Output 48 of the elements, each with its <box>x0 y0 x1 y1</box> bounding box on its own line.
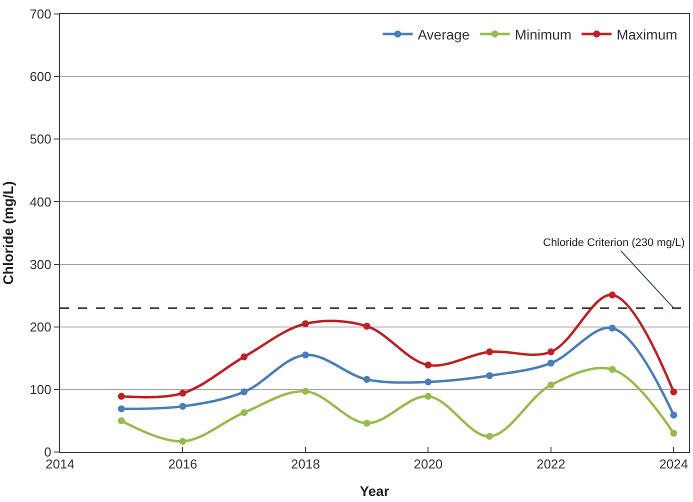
point <box>608 324 616 332</box>
point <box>302 388 309 395</box>
ref-line-label: Chloride Criterion (230 mg/L) <box>543 237 685 249</box>
point <box>424 378 432 386</box>
legend-label: Average <box>418 26 470 42</box>
point <box>363 322 370 330</box>
x-tick-label: 2018 <box>291 456 320 472</box>
point <box>608 291 616 298</box>
point <box>179 402 186 410</box>
point <box>179 390 186 397</box>
point <box>118 405 125 412</box>
y-tick-label: 400 <box>30 194 52 210</box>
point <box>670 412 678 419</box>
point <box>240 409 248 416</box>
point <box>302 320 309 328</box>
legend-label: Minimum <box>514 26 572 42</box>
y-tick-label: 200 <box>30 319 52 334</box>
point <box>118 417 125 424</box>
y-tick-label: 700 <box>30 6 52 22</box>
x-tick-label: 2016 <box>168 456 198 472</box>
y-tick-label: 600 <box>30 69 52 84</box>
point <box>118 392 125 400</box>
point <box>240 353 248 360</box>
y-tick-label: 100 <box>30 382 52 397</box>
point <box>608 366 616 373</box>
point <box>363 420 370 427</box>
y-tick-label: 300 <box>30 256 52 272</box>
y-axis-title: Chloride (mg/L) <box>0 181 16 285</box>
point <box>547 360 554 367</box>
point <box>240 388 248 396</box>
point <box>179 438 186 445</box>
point <box>670 388 678 396</box>
point <box>670 430 678 437</box>
x-axis-title: Year <box>360 482 390 499</box>
point <box>547 348 554 356</box>
point <box>424 362 432 369</box>
point <box>363 376 370 383</box>
x-tick-label: 2024 <box>659 456 688 472</box>
point <box>547 382 554 389</box>
point <box>486 372 494 380</box>
point <box>302 352 309 359</box>
y-tick-label: 500 <box>30 132 52 147</box>
point <box>424 392 432 400</box>
x-tick-label: 2020 <box>414 456 443 472</box>
x-tick-label: 2022 <box>536 456 566 472</box>
legend-label: Maximum <box>616 26 678 42</box>
point <box>486 432 494 440</box>
point <box>486 348 494 356</box>
